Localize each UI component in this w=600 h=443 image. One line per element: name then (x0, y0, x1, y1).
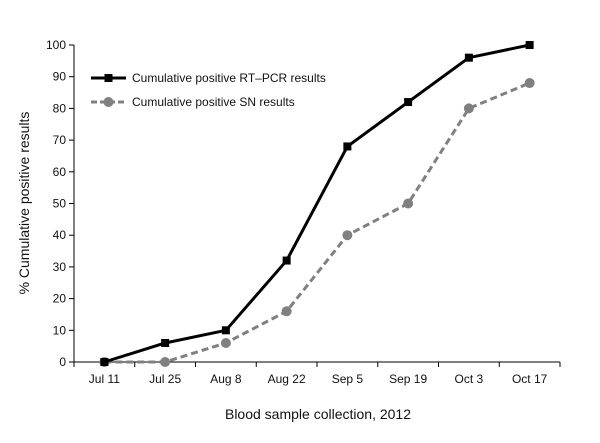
legend-label: Cumulative positive SN results (132, 95, 295, 109)
y-tick-label: 60 (53, 165, 67, 179)
data-point-circle (281, 306, 292, 317)
data-point-square (282, 256, 291, 265)
legend-label: Cumulative positive RT–PCR results (132, 71, 326, 85)
data-point-circle (403, 198, 414, 209)
y-axis-title: % Cumulative positive results (16, 112, 32, 295)
legend: Cumulative positive RT–PCR results Cumula… (91, 71, 326, 109)
y-tick-label: 30 (53, 260, 67, 274)
x-tick-label: Aug 8 (210, 372, 242, 386)
x-tick-label: Sep 5 (332, 372, 364, 386)
series-line (103, 43, 530, 364)
y-tick-label: 50 (53, 197, 67, 211)
data-point-square (161, 338, 170, 347)
legend-item-2: Cumulative positive SN results (91, 95, 295, 109)
legend-marker-circle (103, 97, 114, 107)
y-tick-label: 40 (53, 228, 67, 242)
data-point-square (464, 53, 473, 62)
y-tick-label: 70 (53, 133, 67, 147)
x-tick-label: Jul 25 (149, 372, 181, 386)
series-line (104, 81, 531, 364)
data-point-circle (220, 337, 231, 348)
data-point-square (343, 142, 352, 151)
series-1 (100, 41, 534, 366)
x-tick-label: Sep 19 (389, 372, 427, 386)
data-point-circle (342, 230, 353, 241)
x-tick-label: Oct 3 (455, 372, 484, 386)
y-tick-label: 0 (59, 355, 66, 369)
series-2 (99, 78, 535, 367)
x-tick-label: Jul 11 (89, 372, 120, 386)
y-tick-label: 100 (46, 38, 66, 52)
data-point-circle (160, 357, 171, 367)
data-point-circle (524, 78, 535, 89)
data-point-square (221, 326, 230, 335)
axes: 0 10 20 30 40 50 60 70 80 90 100 Jul 11 Jul 25 Aug 8 A… (46, 38, 561, 386)
legend-marker-square (104, 74, 113, 82)
series-layer (99, 41, 535, 367)
data-point-square (100, 358, 109, 366)
data-point-circle (463, 103, 474, 114)
x-axis-title: Blood sample collection, 2012 (225, 406, 411, 422)
x-tick-label: Oct 17 (512, 372, 548, 386)
y-tick-label: 90 (53, 70, 67, 84)
data-point-square (525, 41, 534, 49)
y-tick-label: 20 (53, 292, 67, 306)
y-tick-label: 80 (53, 101, 67, 115)
x-tick-label: Aug 22 (268, 372, 306, 386)
data-point-square (404, 98, 413, 107)
legend-item-1: Cumulative positive RT–PCR results (91, 71, 326, 85)
y-tick-label: 10 (53, 323, 67, 337)
